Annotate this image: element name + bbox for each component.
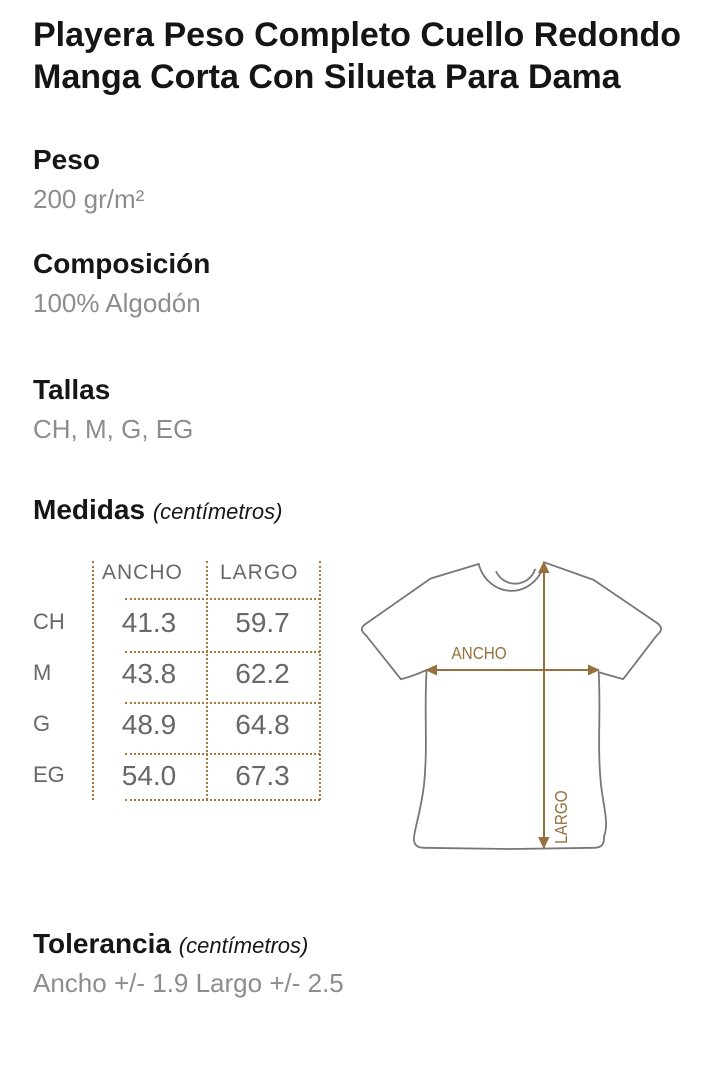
svg-text:ANCHO: ANCHO bbox=[451, 643, 506, 663]
svg-text:LARGO: LARGO bbox=[551, 790, 571, 844]
